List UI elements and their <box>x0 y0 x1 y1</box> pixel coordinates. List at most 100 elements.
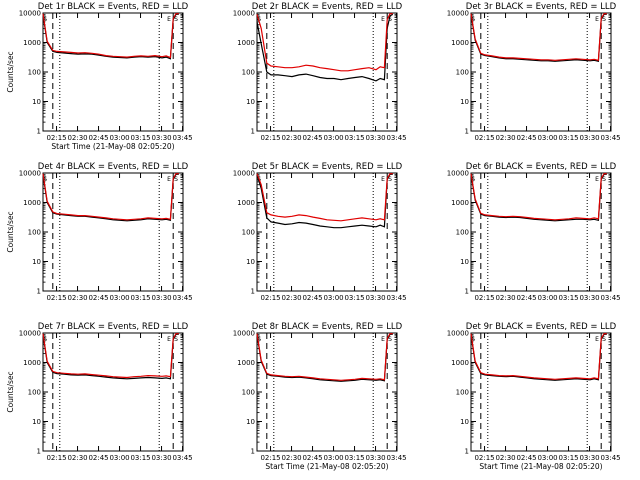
x-tick-label: 02:15 <box>474 294 494 302</box>
x-tick-label: 02:15 <box>474 454 494 462</box>
chart-panel: Det 2r BLACK = Events, RED = LLD 1 10 100 10… <box>233 2 407 142</box>
panel-title: Det 7r BLACK = Events, RED = LLD <box>38 322 189 332</box>
x-tick-label: 03:30 <box>579 454 599 462</box>
y-tick-label: 10 <box>32 258 41 266</box>
event-mark-label: E <box>595 336 599 343</box>
x-tick-label: 02:45 <box>88 294 108 302</box>
y-tick-label: 100 <box>28 229 41 237</box>
panel-title: Det 6r BLACK = Events, RED = LLD <box>466 162 617 172</box>
panel-title: Det 3r BLACK = Events, RED = LLD <box>466 2 617 12</box>
panel-title: Det 2r BLACK = Events, RED = LLD <box>252 2 403 12</box>
lld-series-line <box>42 173 179 221</box>
y-tick-label: 10 <box>460 98 469 106</box>
events-series-line <box>42 333 179 380</box>
y-tick-label: 1 <box>251 288 255 296</box>
x-tick-label: 03:00 <box>537 294 557 302</box>
y-tick-label: 1000 <box>237 199 255 207</box>
event-mark-label: S <box>602 336 606 343</box>
x-tick-label: 03:15 <box>558 294 578 302</box>
x-tick-label: 03:00 <box>323 134 343 142</box>
y-tick-label: 1000 <box>451 359 469 367</box>
x-tick-label: 03:15 <box>344 454 364 462</box>
event-mark-label: E <box>381 336 385 343</box>
y-tick-label: 1 <box>465 288 469 296</box>
y-tick-label: 10000 <box>19 330 41 338</box>
event-mark-label: S <box>388 16 392 23</box>
event-mark-label: S <box>174 176 178 183</box>
y-tick-label: 100 <box>242 389 255 397</box>
y-tick-label: 10 <box>246 418 255 426</box>
y-tick-label: 10 <box>32 98 41 106</box>
y-tick-label: 10000 <box>447 170 469 178</box>
y-tick-label: 1 <box>251 128 255 136</box>
event-mark-label: S <box>174 16 178 23</box>
lld-series-line <box>256 173 393 222</box>
x-tick-label: 03:45 <box>386 134 406 142</box>
plot-frame <box>256 12 398 132</box>
y-tick-label: 100 <box>28 389 41 397</box>
event-mark-label: S <box>471 336 475 343</box>
y-tick-label: 1000 <box>23 39 41 47</box>
plot-frame <box>42 332 184 452</box>
x-tick-label: 02:45 <box>88 134 108 142</box>
y-tick-label: 100 <box>456 229 469 237</box>
events-series-line <box>256 13 394 82</box>
x-tick-label: 03:15 <box>130 134 150 142</box>
x-tick-label: 03:30 <box>365 134 385 142</box>
chart-panel: Det 6r BLACK = Events, RED = LLD 1 10 100 10… <box>447 162 621 302</box>
x-tick-label: 03:45 <box>600 134 620 142</box>
lld-series-line <box>42 13 179 59</box>
x-tick-label: 02:45 <box>302 134 322 142</box>
x-tick-label: 03:15 <box>558 134 578 142</box>
y-tick-label: 1 <box>37 288 41 296</box>
y-tick-label: 1 <box>37 128 41 136</box>
panel-title: Det 1r BLACK = Events, RED = LLD <box>38 2 189 12</box>
lld-series-line <box>470 333 607 380</box>
events-series-line <box>470 333 607 381</box>
x-tick-label: 03:45 <box>172 454 192 462</box>
y-tick-label: 10000 <box>233 10 255 18</box>
panel-title: Det 5r BLACK = Events, RED = LLD <box>252 162 403 172</box>
x-tick-label: 02:30 <box>67 134 87 142</box>
x-tick-label: 03:45 <box>172 294 192 302</box>
y-tick-label: 10 <box>246 98 255 106</box>
y-tick-label: 1000 <box>451 39 469 47</box>
x-tick-label: 02:45 <box>302 294 322 302</box>
event-mark-label: E <box>595 16 599 23</box>
x-tick-label: 03:45 <box>172 134 192 142</box>
event-mark-label: S <box>43 336 47 343</box>
x-axis-label: Start Time (21-May-08 02:05:20) <box>479 462 602 471</box>
y-tick-label: 1 <box>465 448 469 456</box>
x-tick-label: 03:30 <box>151 134 171 142</box>
x-tick-label: 03:15 <box>130 454 150 462</box>
event-mark-label: S <box>174 336 178 343</box>
chart-panel: Det 5r BLACK = Events, RED = LLD 1 10 100 10… <box>233 162 407 302</box>
events-series-line <box>42 13 179 60</box>
event-mark-label: S <box>257 336 261 343</box>
x-tick-label: 02:15 <box>46 134 66 142</box>
y-tick-label: 10000 <box>19 10 41 18</box>
event-mark-label: S <box>43 16 47 23</box>
x-tick-label: 02:30 <box>67 294 87 302</box>
event-mark-label: S <box>43 176 47 183</box>
x-tick-label: 02:15 <box>46 454 66 462</box>
lld-series-line <box>256 13 393 72</box>
y-tick-label: 10 <box>460 418 469 426</box>
y-tick-label: 1 <box>37 448 41 456</box>
plot-frame <box>470 172 612 292</box>
event-mark-label: E <box>381 16 385 23</box>
plot-frame <box>42 12 184 132</box>
y-tick-label: 10 <box>32 418 41 426</box>
lld-series-line <box>470 13 607 62</box>
event-mark-label: E <box>595 176 599 183</box>
y-tick-label: 1 <box>251 448 255 456</box>
x-tick-label: 03:45 <box>386 454 406 462</box>
y-tick-label: 10 <box>246 258 255 266</box>
x-tick-label: 02:45 <box>516 294 536 302</box>
event-mark-label: E <box>167 176 171 183</box>
x-tick-label: 02:30 <box>495 454 515 462</box>
x-tick-label: 03:30 <box>579 294 599 302</box>
plot-frame <box>256 172 398 292</box>
y-tick-label: 1000 <box>23 359 41 367</box>
y-tick-label: 100 <box>28 69 41 77</box>
